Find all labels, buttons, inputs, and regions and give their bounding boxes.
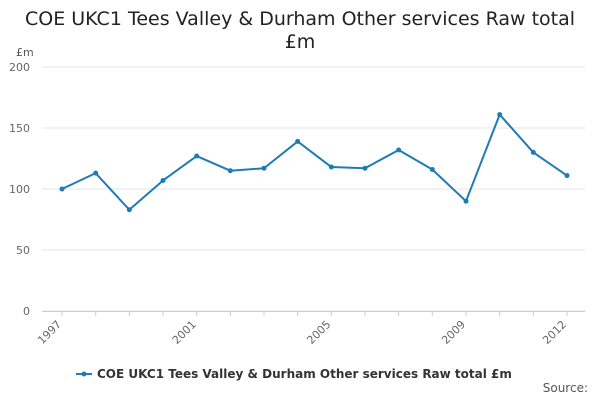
y-axis-unit-label: £m [16,46,34,59]
y-tick-label: 200 [9,61,30,74]
data-point[interactable] [463,198,469,204]
legend[interactable]: COE UKC1 Tees Valley & Durham Other serv… [76,367,512,381]
chart-title: COE UKC1 Tees Valley & Durham Other serv… [24,8,576,53]
data-point[interactable] [93,170,99,176]
data-point[interactable] [160,177,166,183]
x-tick-label: 2005 [304,318,333,347]
data-point[interactable] [396,147,402,153]
source-label: Source: [542,381,588,395]
data-point[interactable] [429,166,435,172]
data-point[interactable] [328,164,334,170]
x-tick-label: 2012 [540,318,569,347]
data-point[interactable] [295,138,301,144]
data-point[interactable] [497,112,503,118]
grid-layer [42,66,585,312]
data-point[interactable] [261,165,267,171]
y-tick-label: 0 [23,305,30,318]
y-tick-label: 100 [9,183,30,196]
x-tick-label: 1997 [35,318,64,347]
legend-marker [81,371,87,377]
data-point[interactable] [126,207,132,213]
data-point[interactable] [564,173,570,179]
y-tick-label: 150 [9,122,30,135]
series-layer[interactable] [59,112,570,213]
axis-layer: 0 50 100 150 200 1997 2001 2005 2009 2012 [9,61,585,347]
data-point[interactable] [227,168,233,174]
legend-item-label[interactable]: COE UKC1 Tees Valley & Durham Other serv… [97,367,512,381]
data-point[interactable] [59,186,65,192]
y-tick-label: 50 [16,244,30,257]
data-point[interactable] [194,153,200,159]
x-tick-label: 2001 [170,318,199,347]
series-line[interactable] [61,113,568,211]
data-point[interactable] [530,149,536,155]
data-point[interactable] [362,165,368,171]
x-tick-label: 2009 [439,318,468,347]
